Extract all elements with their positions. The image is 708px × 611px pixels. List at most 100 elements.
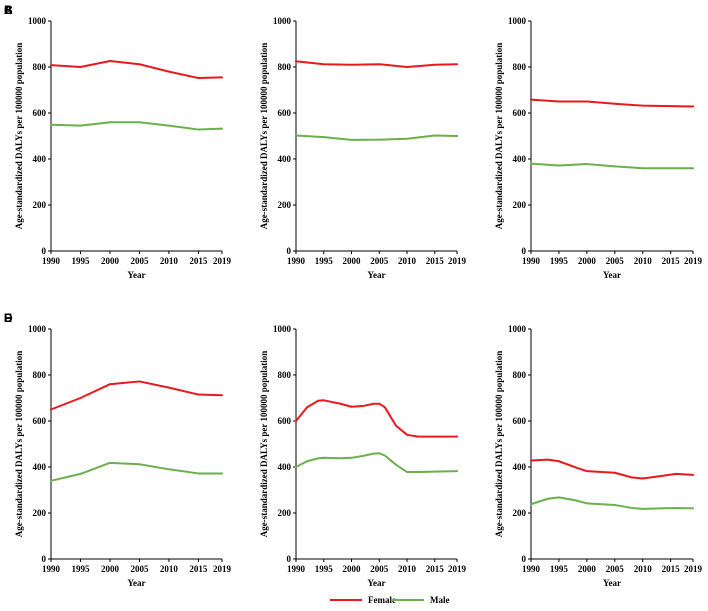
- data-point-male: [350, 139, 353, 141]
- data-point-female: [692, 105, 694, 108]
- data-point-female: [613, 102, 616, 105]
- x-tick-label: 1995: [315, 256, 334, 266]
- x-tick-label: 2019: [213, 564, 232, 574]
- panel-letter-f: F: [4, 311, 11, 325]
- data-point-female: [456, 63, 458, 66]
- x-tick-label: 2019: [448, 564, 467, 574]
- x-tick-label: 2019: [448, 256, 467, 266]
- x-tick-label: 1990: [522, 256, 541, 266]
- x-tick-label: 1990: [287, 564, 306, 574]
- x-tick-label: 2005: [370, 564, 389, 574]
- data-point-male: [138, 463, 141, 466]
- data-point-male: [641, 167, 644, 170]
- data-point-male: [50, 479, 52, 482]
- panel-letter-d: D: [4, 311, 13, 325]
- x-tick-label: 2010: [160, 564, 179, 574]
- panel-letter-c: C: [4, 3, 13, 17]
- data-point-male: [613, 504, 616, 506]
- data-point-female: [692, 473, 694, 476]
- y-tick-label: 600: [513, 416, 527, 426]
- data-point-female: [530, 98, 532, 101]
- data-point-male: [433, 470, 436, 473]
- panel-letter-e: E: [4, 311, 12, 325]
- data-point-male: [433, 134, 436, 137]
- x-axis-title: Year: [128, 270, 146, 280]
- data-point-male: [417, 471, 420, 473]
- y-axis-title: Age-standardized DALYs per 100000 popula…: [494, 351, 504, 538]
- data-point-female: [50, 64, 52, 67]
- x-tick-label: 2010: [398, 256, 417, 266]
- data-point-female: [339, 402, 342, 405]
- y-tick-label: 800: [33, 62, 47, 72]
- x-tick-label: 2000: [578, 564, 597, 574]
- x-tick-label: 2015: [426, 564, 445, 574]
- series-line-female: [530, 458, 694, 480]
- data-point-male: [546, 497, 549, 500]
- data-point-male: [675, 507, 678, 509]
- data-point-female: [361, 405, 364, 407]
- data-point-female: [197, 393, 200, 396]
- y-tick-label: 0: [42, 246, 47, 256]
- y-axis-title: Age-standardized DALYs per 100000 popula…: [259, 351, 269, 538]
- data-point-male: [378, 452, 381, 455]
- x-tick-label: 1990: [287, 256, 306, 266]
- data-point-male: [585, 163, 588, 165]
- y-tick-label: 600: [33, 108, 47, 118]
- x-tick-label: 2015: [662, 256, 681, 266]
- panel-a: A 0 200 400 600 800 1000 1990 1995 2000 2005 2010 20…: [4, 3, 232, 280]
- data-point-male: [383, 454, 386, 457]
- series-line-male: [50, 461, 223, 482]
- x-tick-label: 1995: [71, 564, 90, 574]
- x-axis-title: Year: [368, 270, 386, 280]
- x-tick-label: 1995: [550, 564, 569, 574]
- data-point-female: [406, 433, 408, 436]
- data-point-female: [383, 406, 386, 409]
- data-point-female: [546, 458, 549, 461]
- data-point-female: [406, 66, 408, 68]
- series-line-female: [50, 60, 223, 80]
- data-point-female: [50, 408, 52, 411]
- data-point-male: [109, 121, 111, 124]
- data-point-female: [295, 420, 297, 422]
- data-point-male: [350, 456, 353, 459]
- y-tick-label: 800: [278, 62, 292, 72]
- data-point-male: [168, 468, 170, 471]
- data-point-female: [574, 466, 577, 469]
- data-point-male: [558, 496, 560, 499]
- data-point-male: [138, 121, 141, 124]
- x-tick-label: 2005: [130, 256, 149, 266]
- x-tick-label: 2019: [684, 564, 703, 574]
- series-line-female: [530, 98, 694, 108]
- data-point-male: [221, 472, 223, 475]
- y-tick-label: 600: [278, 416, 292, 426]
- data-point-male: [295, 134, 297, 137]
- data-point-female: [378, 402, 381, 405]
- data-point-male: [406, 137, 408, 140]
- data-point-female: [658, 475, 661, 478]
- data-point-female: [168, 70, 170, 73]
- data-point-male: [585, 502, 588, 505]
- data-point-male: [530, 162, 532, 165]
- y-axis-title: Age-standardized DALYs per 100000 popula…: [14, 351, 24, 538]
- data-point-female: [530, 459, 532, 462]
- data-point-male: [378, 138, 381, 141]
- series-line-female: [295, 60, 458, 68]
- data-point-female: [322, 399, 325, 402]
- x-axis-title: Year: [603, 578, 621, 588]
- data-point-female: [221, 76, 223, 79]
- legend: Female Male: [330, 595, 450, 605]
- data-point-male: [361, 455, 364, 457]
- data-point-male: [530, 503, 532, 506]
- data-point-female: [109, 60, 111, 62]
- data-point-female: [350, 63, 353, 66]
- y-tick-label: 200: [513, 200, 527, 210]
- data-point-female: [641, 104, 644, 107]
- y-axis-title: Age-standardized DALYs per 100000 popula…: [494, 43, 504, 230]
- x-tick-label: 2005: [370, 256, 389, 266]
